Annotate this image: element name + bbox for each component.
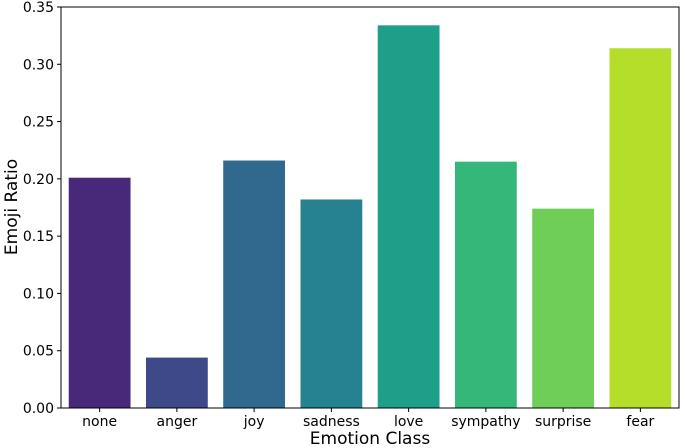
x-tick-label: joy	[243, 414, 265, 430]
y-axis: 0.00 0.05 0.10 0.15 0.20 0.25 0.30 0.35	[23, 0, 61, 417]
bar-sympathy	[454, 161, 517, 408]
y-tick-label: 0.20	[23, 172, 54, 188]
bar-love	[377, 25, 440, 409]
x-axis-label: Emotion Class	[310, 429, 431, 448]
bars-layer	[68, 25, 672, 409]
x-tick-label: anger	[157, 414, 198, 430]
bar-none	[68, 177, 131, 408]
x-tick-label: fear	[626, 414, 654, 430]
x-axis: none anger joy sadness love sympathy surprise f…	[82, 408, 655, 430]
y-tick-label: 0.30	[23, 57, 54, 73]
y-tick-label: 0.35	[23, 0, 54, 16]
y-axis-label: Emoji Ratio	[2, 159, 22, 255]
y-tick-label: 0.00	[23, 401, 54, 417]
y-tick-label: 0.05	[23, 344, 54, 360]
bar-fear	[609, 48, 672, 408]
bar-sadness	[300, 199, 363, 408]
bar-joy	[223, 160, 286, 408]
y-tick-label: 0.25	[23, 115, 54, 131]
plot-frame	[60, 6, 680, 409]
y-tick-label: 0.10	[23, 286, 54, 302]
x-tick-label: sadness	[303, 414, 360, 430]
x-tick-label: love	[394, 414, 423, 430]
x-tick-label: none	[82, 414, 117, 430]
bar-surprise	[532, 208, 595, 408]
x-tick-label: surprise	[535, 414, 591, 430]
y-tick-label: 0.15	[23, 229, 54, 245]
x-tick-label: sympathy	[451, 414, 520, 430]
bar-anger	[145, 357, 208, 408]
